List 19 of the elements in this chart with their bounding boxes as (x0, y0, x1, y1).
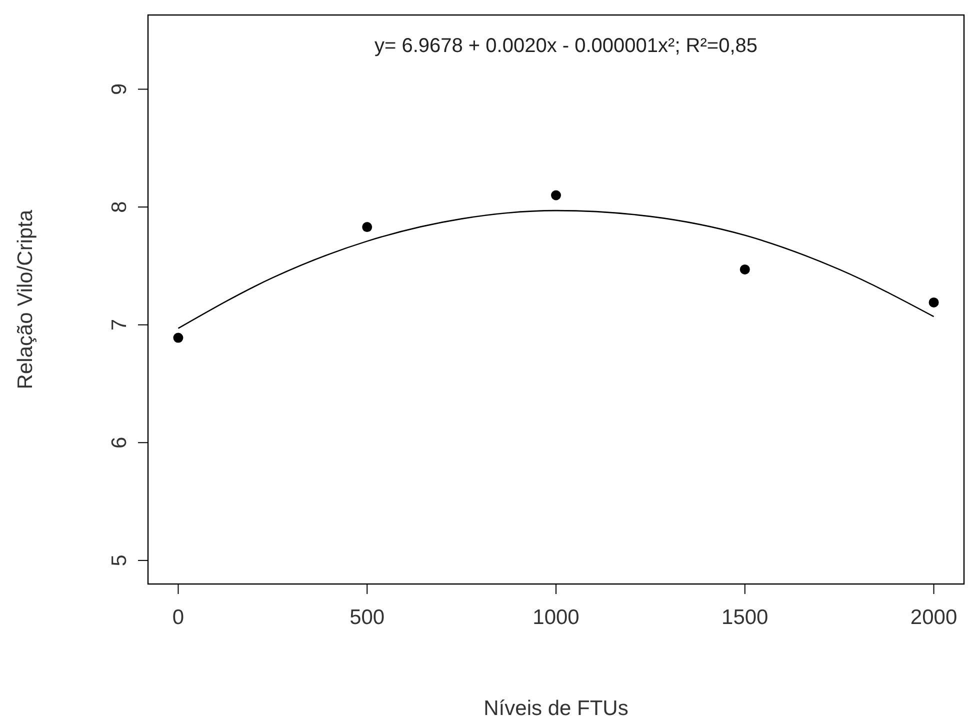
x-axis-title: Níveis de FTUs (484, 697, 628, 720)
y-tick-label: 6 (108, 436, 131, 448)
x-tick-label: 1500 (722, 606, 768, 629)
point (740, 264, 750, 274)
point (551, 190, 561, 200)
x-tick-label: 500 (350, 606, 385, 629)
point (928, 297, 939, 308)
y-tick-label: 5 (108, 554, 131, 566)
x-tick-label: 0 (172, 606, 184, 629)
line-series (178, 210, 934, 330)
point (362, 222, 372, 232)
x-tick-label: 2000 (910, 606, 958, 629)
point (173, 332, 184, 343)
y-axis-title: Relação Vilo/Cripta (14, 209, 37, 390)
annotation: y= 6.9678 + 0.0020x - 0.000001x²; R²=0,85 (374, 35, 758, 57)
y-tick-label: 9 (108, 83, 131, 96)
y-tick-label: 7 (108, 318, 131, 331)
x-tick-label: 1000 (532, 606, 580, 629)
y-tick-label: 8 (108, 201, 131, 213)
